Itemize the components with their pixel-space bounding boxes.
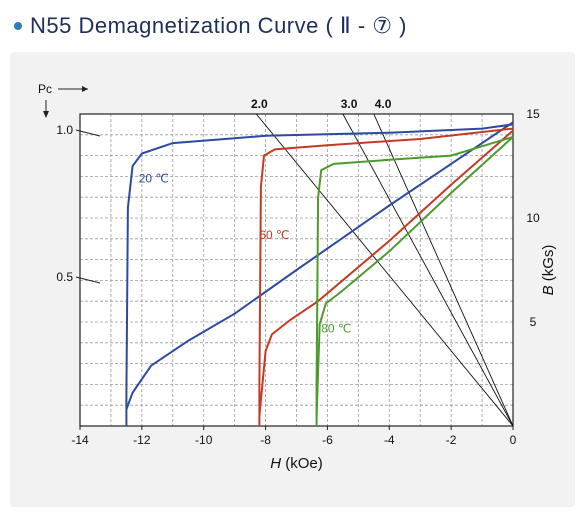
x-tick-label: -2 bbox=[446, 433, 457, 447]
curve-j-series-1 bbox=[258, 127, 514, 426]
load-line-label: 3.0 bbox=[341, 97, 358, 111]
load-line bbox=[342, 113, 514, 427]
curve-b-series-2 bbox=[315, 136, 514, 416]
pc-arrow-head bbox=[82, 86, 88, 92]
pc-tick-mark bbox=[75, 129, 101, 137]
x-axis-title: H (kOe) bbox=[270, 455, 323, 472]
curve-j-series-0 bbox=[125, 123, 514, 426]
pc-tick-mark bbox=[75, 276, 101, 284]
plot-frame bbox=[79, 113, 514, 427]
curve-j-series-2 bbox=[315, 135, 514, 426]
pc-tick-label: 1.0 bbox=[56, 123, 73, 137]
x-tick-label: -14 bbox=[71, 433, 89, 447]
pc-tick-label: 0.5 bbox=[56, 270, 73, 284]
pc-down-arrow-head bbox=[43, 111, 49, 118]
series-label: 60 ℃ bbox=[259, 228, 289, 242]
chart-title: N55 Demagnetization Curve ( Ⅱ - ⑦ ) bbox=[14, 10, 407, 42]
series-label: 80 ℃ bbox=[321, 321, 351, 335]
y-tick-label: 10 bbox=[526, 211, 540, 225]
load-line-label: 4.0 bbox=[375, 97, 392, 111]
x-tick-label: -6 bbox=[322, 433, 333, 447]
y-tick-label: 5 bbox=[530, 315, 537, 329]
chart-title-text: N55 Demagnetization Curve ( Ⅱ - ⑦ ) bbox=[30, 13, 407, 38]
y-tick-label: 15 bbox=[526, 107, 540, 121]
x-tick-label: -8 bbox=[260, 433, 271, 447]
chart-panel: -14 -12 -10 -8 -6 -4 -2 0 15 10 5 H (kOe) B (kGs) Pc 1… bbox=[10, 52, 575, 507]
demagnetization-chart: -14 -12 -10 -8 -6 -4 -2 0 15 10 5 H (kOe) B (kGs) Pc 1… bbox=[38, 82, 557, 472]
load-line bbox=[255, 113, 514, 427]
x-tick-label: -10 bbox=[195, 433, 213, 447]
x-tick-label: -4 bbox=[384, 433, 395, 447]
pc-axis-label: Pc bbox=[38, 82, 52, 96]
y-axis-title: B (kGs) bbox=[540, 245, 557, 296]
curve-b-series-0 bbox=[125, 121, 514, 410]
load-line-label: 2.0 bbox=[251, 97, 268, 111]
series-label: 20 ℃ bbox=[139, 172, 169, 186]
x-tick-label: -12 bbox=[133, 433, 151, 447]
bullet-icon bbox=[14, 22, 22, 30]
load-line bbox=[373, 113, 514, 427]
curve-b-series-1 bbox=[258, 129, 514, 416]
x-tick-label: 0 bbox=[510, 433, 517, 447]
